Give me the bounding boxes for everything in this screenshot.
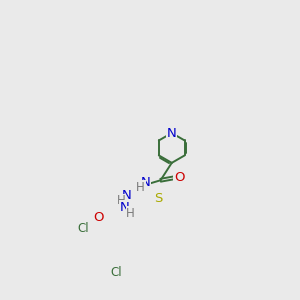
- Text: H: H: [117, 194, 126, 207]
- Text: S: S: [154, 192, 162, 206]
- Text: O: O: [174, 171, 184, 184]
- Text: Cl: Cl: [110, 266, 122, 279]
- Text: H: H: [136, 181, 145, 194]
- Text: Cl: Cl: [77, 222, 89, 235]
- Text: O: O: [93, 211, 104, 224]
- Text: H: H: [126, 207, 135, 220]
- Text: N: N: [122, 189, 131, 202]
- Text: N: N: [141, 176, 151, 189]
- Text: N: N: [120, 201, 129, 214]
- Text: N: N: [167, 127, 177, 140]
